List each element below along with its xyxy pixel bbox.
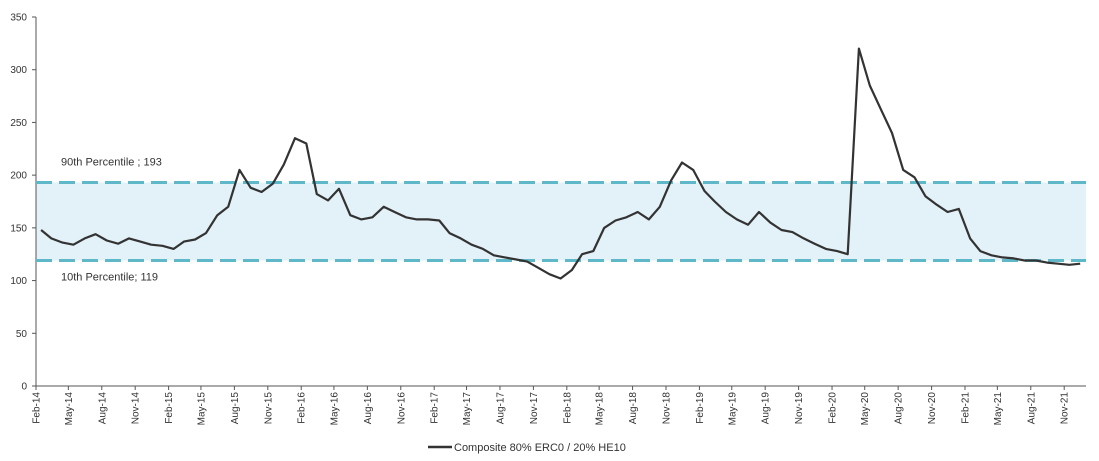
y-tick-label: 0 bbox=[21, 382, 27, 393]
x-tick-label: Nov-15 bbox=[263, 392, 274, 425]
y-tick-label: 100 bbox=[10, 276, 27, 287]
x-tick-label: Feb-17 bbox=[430, 392, 441, 424]
x-tick-label: May-19 bbox=[727, 392, 738, 426]
x-tick-label: May-21 bbox=[993, 392, 1004, 426]
x-tick-label: May-17 bbox=[462, 392, 473, 426]
x-tick-label: Feb-20 bbox=[828, 392, 839, 424]
x-tick-label: Aug-15 bbox=[230, 392, 241, 425]
x-tick-label: Feb-18 bbox=[562, 392, 573, 424]
x-tick-label: May-16 bbox=[329, 392, 340, 426]
x-tick-label: Aug-17 bbox=[495, 392, 506, 425]
y-tick-label: 300 bbox=[10, 65, 27, 76]
x-tick-label: Nov-19 bbox=[794, 392, 805, 425]
x-tick-label: Aug-18 bbox=[628, 392, 639, 425]
x-tick-label: Nov-18 bbox=[662, 392, 673, 425]
x-tick-label: May-14 bbox=[64, 392, 75, 426]
x-tick-label: Nov-21 bbox=[1060, 392, 1071, 425]
x-tick-label: Nov-16 bbox=[396, 392, 407, 425]
legend-label: Composite 80% ERC0 / 20% HE10 bbox=[454, 442, 626, 454]
y-tick-label: 50 bbox=[16, 329, 28, 340]
x-tick-label: Aug-21 bbox=[1026, 392, 1037, 425]
x-tick-label: May-20 bbox=[860, 392, 871, 426]
x-tick-label: Aug-14 bbox=[97, 392, 108, 425]
lower-band-label: 10th Percentile; 119 bbox=[61, 272, 158, 284]
y-tick-label: 350 bbox=[10, 13, 27, 24]
x-tick-label: Aug-16 bbox=[363, 392, 374, 425]
x-tick-label: Feb-15 bbox=[164, 392, 175, 424]
upper-band-label: 90th Percentile ; 193 bbox=[61, 157, 162, 169]
x-tick-label: Nov-17 bbox=[529, 392, 540, 425]
x-tick-label: Aug-20 bbox=[894, 392, 905, 425]
y-tick-label: 200 bbox=[10, 171, 27, 182]
x-tick-label: Feb-19 bbox=[695, 392, 706, 424]
x-tick-label: Feb-21 bbox=[961, 392, 972, 424]
x-tick-label: May-15 bbox=[196, 392, 207, 426]
y-tick-label: 250 bbox=[10, 118, 27, 129]
x-tick-label: May-18 bbox=[595, 392, 606, 426]
x-tick-label: Feb-16 bbox=[297, 392, 308, 424]
legend: Composite 80% ERC0 / 20% HE10 bbox=[428, 442, 626, 454]
y-tick-label: 150 bbox=[10, 223, 27, 234]
series-line bbox=[40, 47, 1081, 280]
y-axis: 0 50 100 150 200 250 300 350 bbox=[10, 13, 37, 393]
x-tick-label: Nov-20 bbox=[927, 392, 938, 425]
x-axis: Feb-14 May-14 Aug-14 Nov-14 Feb-15 May-15 Aug-… bbox=[32, 385, 1086, 426]
x-tick-label: Aug-19 bbox=[761, 392, 772, 425]
band-fill bbox=[36, 182, 1086, 261]
x-tick-label: Nov-14 bbox=[131, 392, 142, 425]
x-tick-label: Feb-14 bbox=[32, 392, 43, 424]
